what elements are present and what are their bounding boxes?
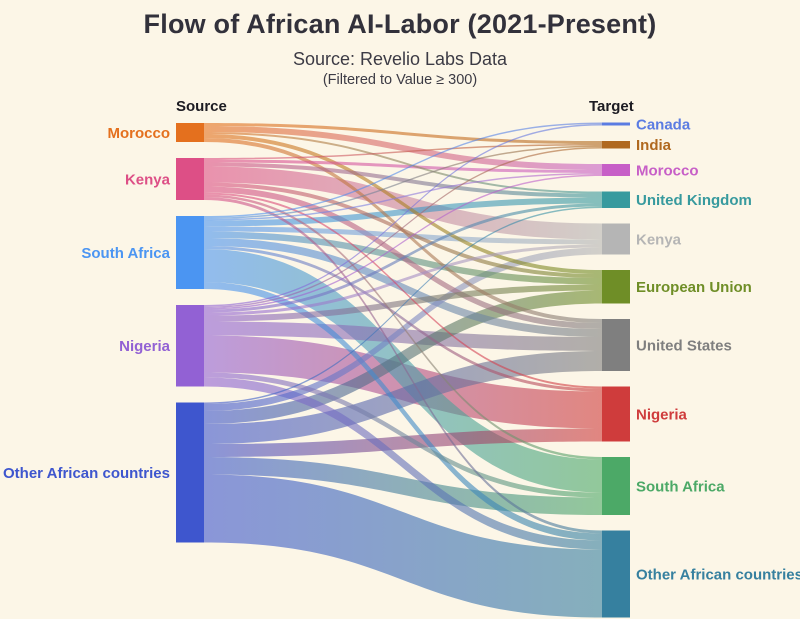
flow-nigeria-to-united-kingdom[interactable]	[204, 203, 602, 313]
target-label-nigeria: Nigeria	[636, 406, 688, 423]
target-node-morocco[interactable]	[602, 164, 630, 176]
source-label-other-african-countries: Other African countries	[3, 465, 170, 482]
source-label-morocco: Morocco	[107, 125, 170, 142]
flow-kenya-to-united-kingdom[interactable]	[204, 162, 602, 198]
flow-other-african-countries-to-south-africa[interactable]	[204, 457, 602, 515]
target-node-south-africa[interactable]	[602, 457, 630, 515]
flow-morocco-to-morocco[interactable]	[204, 126, 602, 170]
target-label-united-kingdom: United Kingdom	[636, 192, 752, 209]
target-node-united-states[interactable]	[602, 319, 630, 371]
target-label-kenya: Kenya	[636, 231, 682, 248]
flow-nigeria-to-morocco[interactable]	[204, 174, 602, 310]
flow-kenya-to-nigeria[interactable]	[204, 192, 602, 389]
source-label-nigeria: Nigeria	[119, 338, 171, 355]
flow-nigeria-to-canada[interactable]	[204, 124, 602, 307]
target-node-kenya[interactable]	[602, 223, 630, 255]
flow-kenya-to-india[interactable]	[204, 144, 602, 160]
target-label-south-africa: South Africa	[636, 478, 725, 495]
flow-morocco-to-european-union[interactable]	[204, 134, 602, 274]
flow-morocco-to-india[interactable]	[204, 123, 602, 144]
flow-south-africa-to-kenya[interactable]	[204, 226, 602, 245]
target-node-nigeria[interactable]	[602, 386, 630, 442]
target-label-morocco: Morocco	[636, 162, 699, 179]
source-label-kenya: Kenya	[125, 171, 171, 188]
target-column-header: Target	[589, 98, 634, 115]
flow-kenya-to-morocco[interactable]	[204, 159, 602, 174]
flow-kenya-to-other-african-countries[interactable]	[204, 197, 602, 534]
target-node-canada[interactable]	[602, 122, 630, 126]
flow-south-africa-to-india[interactable]	[204, 145, 602, 220]
flow-other-african-countries-to-united-kingdom[interactable]	[204, 206, 602, 405]
flow-morocco-to-united-kingdom[interactable]	[204, 132, 602, 194]
flow-south-africa-to-united-states[interactable]	[204, 238, 602, 337]
flow-south-africa-to-canada[interactable]	[204, 122, 602, 218]
source-label-south-africa: South Africa	[81, 245, 170, 262]
flow-nigeria-to-kenya[interactable]	[204, 244, 602, 316]
target-node-other-african-countries[interactable]	[602, 530, 630, 618]
flow-nigeria-to-other-african-countries[interactable]	[204, 377, 602, 550]
flow-other-african-countries-to-nigeria[interactable]	[204, 428, 602, 458]
flow-kenya-to-european-union[interactable]	[204, 182, 602, 279]
flow-other-african-countries-to-european-union[interactable]	[204, 290, 602, 425]
source-node-morocco[interactable]	[176, 123, 204, 142]
flow-south-africa-to-south-africa[interactable]	[204, 249, 602, 493]
source-node-south-africa[interactable]	[176, 216, 204, 289]
target-label-other-african-countries: Other African countries	[636, 566, 800, 583]
source-column-header: Source	[176, 98, 227, 115]
source-node-other-african-countries[interactable]	[176, 402, 204, 543]
flow-south-africa-to-united-kingdom[interactable]	[204, 197, 602, 227]
target-node-european-union[interactable]	[602, 270, 630, 304]
target-label-canada: Canada	[636, 116, 691, 133]
flow-kenya-to-south-africa[interactable]	[204, 194, 602, 460]
target-label-united-states: United States	[636, 337, 732, 354]
source-node-kenya[interactable]	[176, 158, 204, 200]
flow-other-african-countries-to-kenya[interactable]	[204, 247, 602, 412]
flow-other-african-countries-to-other-african-countries[interactable]	[204, 474, 602, 618]
flow-nigeria-to-south-africa[interactable]	[204, 372, 602, 498]
target-label-european-union: European Union	[636, 279, 752, 296]
flow-south-africa-to-morocco[interactable]	[204, 173, 602, 221]
flow-nigeria-to-india[interactable]	[204, 147, 602, 308]
target-label-india: India	[636, 137, 672, 154]
flow-nigeria-to-european-union[interactable]	[204, 284, 602, 322]
flow-south-africa-to-other-african-countries[interactable]	[204, 282, 602, 541]
source-node-nigeria[interactable]	[176, 305, 204, 387]
target-node-united-kingdom[interactable]	[602, 191, 630, 209]
flow-nigeria-to-united-states[interactable]	[204, 321, 602, 352]
target-node-india[interactable]	[602, 141, 630, 149]
flow-south-africa-to-nigeria[interactable]	[204, 246, 602, 392]
